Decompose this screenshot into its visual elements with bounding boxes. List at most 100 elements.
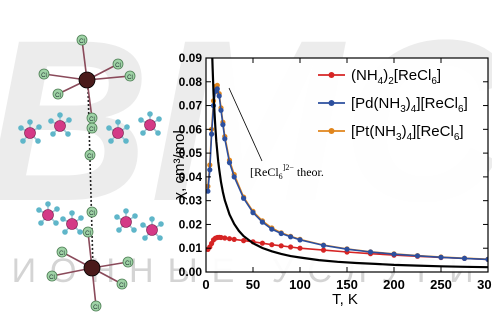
x-axis-ticks: 0 50 100 150 200 250 300 <box>202 58 492 292</box>
h-atom <box>158 221 164 227</box>
data-point <box>391 251 397 257</box>
y-tick-label: 0.09 <box>179 51 203 65</box>
data-point <box>241 195 247 201</box>
h-atom <box>116 227 122 233</box>
series-3 <box>211 58 488 269</box>
x-tick-label: 150 <box>336 277 358 292</box>
h-atom <box>77 229 83 235</box>
cl-atom <box>38 68 50 80</box>
h-atom <box>60 216 66 222</box>
data-point <box>231 174 237 180</box>
h-atom <box>53 220 59 226</box>
h-atom <box>149 216 155 222</box>
data-point <box>207 167 213 173</box>
h-atom <box>123 138 129 144</box>
cl-atom-label: Cl <box>79 39 85 45</box>
h-atom <box>138 117 144 123</box>
h-atom <box>124 124 130 130</box>
cl-atom-label: Cl <box>89 117 95 123</box>
theory-annotation: [ReCl6]2− theor. <box>228 87 324 181</box>
n-atom <box>66 218 78 230</box>
y-tick-label: 0.04 <box>179 170 203 184</box>
y-axis-ticks: 0.00 0.01 0.02 0.03 0.04 0.05 0.06 0.07 0.08 0.09 <box>179 51 488 279</box>
legend: (NH4)2[ReCl6] [Pd(NH3)4][ReCl6] [Pt(NH3)… <box>318 67 468 143</box>
legend-entry-pd: [Pd(NH3)4][ReCl6] <box>318 95 468 115</box>
h-atom <box>38 220 44 226</box>
data-point <box>250 210 256 216</box>
data-point <box>222 136 228 142</box>
h-atom <box>106 125 112 131</box>
y-tick-label: 0.05 <box>179 146 203 160</box>
cl-atom <box>122 256 134 268</box>
legend-entry-nh4: (NH4)2[ReCl6] <box>318 67 441 87</box>
legend-label-nh4: (NH4)2[ReCl6] <box>351 67 441 87</box>
data-point <box>209 131 215 137</box>
data-point <box>320 247 327 253</box>
h-atom <box>66 117 72 123</box>
cl-atom-label: Cl <box>89 127 95 133</box>
y-tick-label: 0.07 <box>179 99 203 113</box>
legend-label-pd: [Pd(NH3)4][ReCl6] <box>351 95 468 115</box>
data-point <box>288 234 294 240</box>
cl-atom <box>90 300 102 312</box>
h-atom <box>62 229 68 235</box>
h-atom <box>20 138 26 144</box>
h-atom <box>35 138 41 144</box>
crystal-structure-illustration: Cl Cl Cl Cl Cl Cl Cl Cl Cl Cl Cl Cl Cl Cl Cl <box>18 34 164 312</box>
plot-area-background <box>206 58 488 272</box>
cl-atom <box>86 122 98 134</box>
h-atom <box>50 131 56 137</box>
data-point <box>278 230 284 237</box>
y-tick-label: 0.02 <box>179 217 203 231</box>
data-point <box>278 243 284 249</box>
h-atom <box>114 214 120 220</box>
cl-atom <box>84 149 96 161</box>
h-atom <box>123 208 129 214</box>
data-point <box>218 107 224 113</box>
n-atom <box>42 209 54 221</box>
cl-atom <box>52 88 64 100</box>
h-atom <box>27 119 33 125</box>
y-tick-label: 0.00 <box>179 265 203 279</box>
y-tick-label: 0.01 <box>179 241 203 255</box>
h-atom <box>78 215 84 221</box>
n-atom <box>144 119 156 131</box>
data-point <box>206 188 211 194</box>
h-atom <box>36 124 42 130</box>
data-point <box>241 238 247 244</box>
h-atom <box>36 207 42 213</box>
data-point <box>297 245 303 251</box>
n-atom <box>112 127 124 139</box>
data-point <box>214 82 220 88</box>
data-point <box>226 160 233 166</box>
cl-atom-label: Cl <box>41 73 47 79</box>
h-atom <box>65 131 71 137</box>
data-point <box>218 234 224 241</box>
cl-atom-label: Cl <box>87 154 93 160</box>
data-point <box>231 236 237 242</box>
h-atom <box>131 227 137 233</box>
data-point <box>367 249 374 255</box>
y-tick-label: 0.08 <box>179 75 203 89</box>
cl-atom <box>76 34 88 46</box>
n-atom <box>54 120 66 132</box>
cl-atom-label: Cl <box>55 93 61 99</box>
cl-atom-label: Cl <box>115 63 121 69</box>
legend-marker-pd <box>328 100 335 106</box>
data-point <box>297 237 303 243</box>
h-atom <box>155 130 161 136</box>
legend-entry-pt: [Pt(NH3)4][ReCl6] <box>318 123 464 143</box>
n-atom <box>146 224 158 236</box>
x-tick-label: 250 <box>430 277 452 292</box>
h-atom <box>45 201 51 207</box>
h-atom <box>115 119 121 125</box>
h-atom <box>57 112 63 118</box>
h-atom <box>156 116 162 122</box>
re-atom <box>83 259 101 277</box>
data-point <box>259 240 265 246</box>
x-tick-label: 200 <box>383 277 405 292</box>
cl-atom <box>46 270 58 282</box>
cl-atom-label: Cl <box>59 251 65 257</box>
